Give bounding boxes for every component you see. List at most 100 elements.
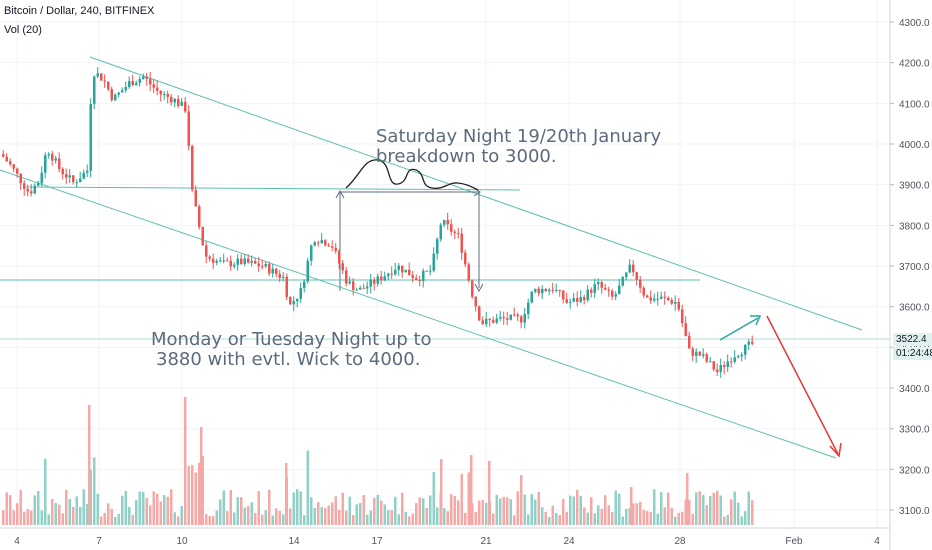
candle-body [744,344,747,355]
candle-body [425,270,428,272]
candle-body [474,296,477,307]
volume-bar [68,499,71,525]
candle-body [719,365,722,372]
candle-body [215,260,218,263]
annotation-text-line[interactable]: breakdown to 3000. [376,146,557,167]
volume-bar [366,514,369,525]
volume-bar [233,512,236,525]
candle-body [163,93,166,95]
candle-body [488,318,491,321]
volume-bar [387,510,390,525]
candle-body [205,245,208,257]
volume-bar [513,515,516,525]
candle-body [429,270,432,272]
candle-body [282,276,285,278]
volume-bar [411,513,414,525]
volume-bar [124,490,127,525]
candle-body [355,289,358,291]
volume-bar [495,494,498,525]
candle-body [569,301,572,303]
price-tick-label: 4100.0 [899,99,930,110]
volume-bar [219,499,222,525]
volume-bar [541,507,544,525]
candle-body [359,287,362,290]
volume-bar [530,494,533,525]
candle-body [82,172,85,179]
candle-body [408,269,411,276]
volume-indicator-label[interactable]: Vol (20) [4,24,42,36]
volume-bar [296,489,299,525]
candle-body [222,260,225,262]
candle-body [121,90,124,93]
volume-bar [723,516,726,525]
candle-body [65,174,68,178]
arrow-head [335,189,345,199]
candle-body [40,172,43,184]
volume-bar [481,500,484,525]
volume-bar [58,504,61,525]
volume-bar [222,490,225,525]
volume-bar [607,505,610,525]
volume-bar [660,492,663,525]
candle-body [334,247,337,252]
volume-bar [250,502,253,525]
volume-bar [415,503,418,525]
candle-body [100,73,103,81]
volume-bar [37,491,40,525]
time-axis[interactable]: 4 7 10 14 17 21 24 28 Feb 4 [0,527,890,547]
candle-body [674,301,677,304]
volume-bar [117,513,120,525]
candle-body [628,264,631,273]
candle-body [432,253,435,271]
candle-body [166,93,169,97]
volume-bar [40,510,43,525]
annotation-text-line[interactable]: Saturday Night 19/20th January [376,126,662,147]
candle-body [37,183,40,186]
candle-body [593,284,596,293]
volume-bar [467,472,470,525]
candle-body [54,158,57,161]
candle-body [201,226,204,246]
candle-body [12,164,15,169]
volume-bar [88,405,91,525]
candle-body [639,279,642,288]
candle-body [576,298,579,302]
annotation-shapes[interactable] [335,159,842,458]
candle-body [303,281,306,288]
volume-bar [331,502,334,525]
time-tick-label: 14 [288,536,300,547]
volume-bar [352,515,355,525]
volume-bar [275,508,278,525]
volume-bar [215,510,218,525]
candle-body [366,286,369,289]
volume-bar [54,503,57,525]
volume-bar [642,509,645,525]
candle-body [656,298,659,300]
candle-body [558,290,561,292]
candle-body [93,76,96,105]
volume-bar [380,500,383,525]
candle-body [2,154,5,157]
symbol-title[interactable]: Bitcoin / Dollar, 240, BITFINEX [4,5,155,17]
candle-body [513,314,516,316]
volume-bar [436,507,439,525]
volume-bar [425,507,428,525]
price-axis[interactable]: 4300.0 4200.0 4100.0 4000.0 3900.0 3800.0 3700… [889,0,930,550]
chart-drawings[interactable] [0,56,890,459]
candle-body [534,288,537,292]
candle-body [453,231,456,233]
annotation-text-line[interactable]: Monday or Tuesday Night up to [151,329,432,350]
candle-body [684,323,687,336]
volume-bar [691,513,694,525]
volume-bar [317,502,320,525]
volume-bar [730,499,733,525]
volume-bar [359,503,362,525]
candle-body [261,266,264,268]
candle-body [446,219,449,225]
volume-bar [548,516,551,525]
annotation-text-line[interactable]: 3880 with evtl. Wick to 4000. [156,349,421,370]
volume-bar [457,500,460,525]
volume-bar [200,427,203,525]
candle-body [5,156,8,162]
